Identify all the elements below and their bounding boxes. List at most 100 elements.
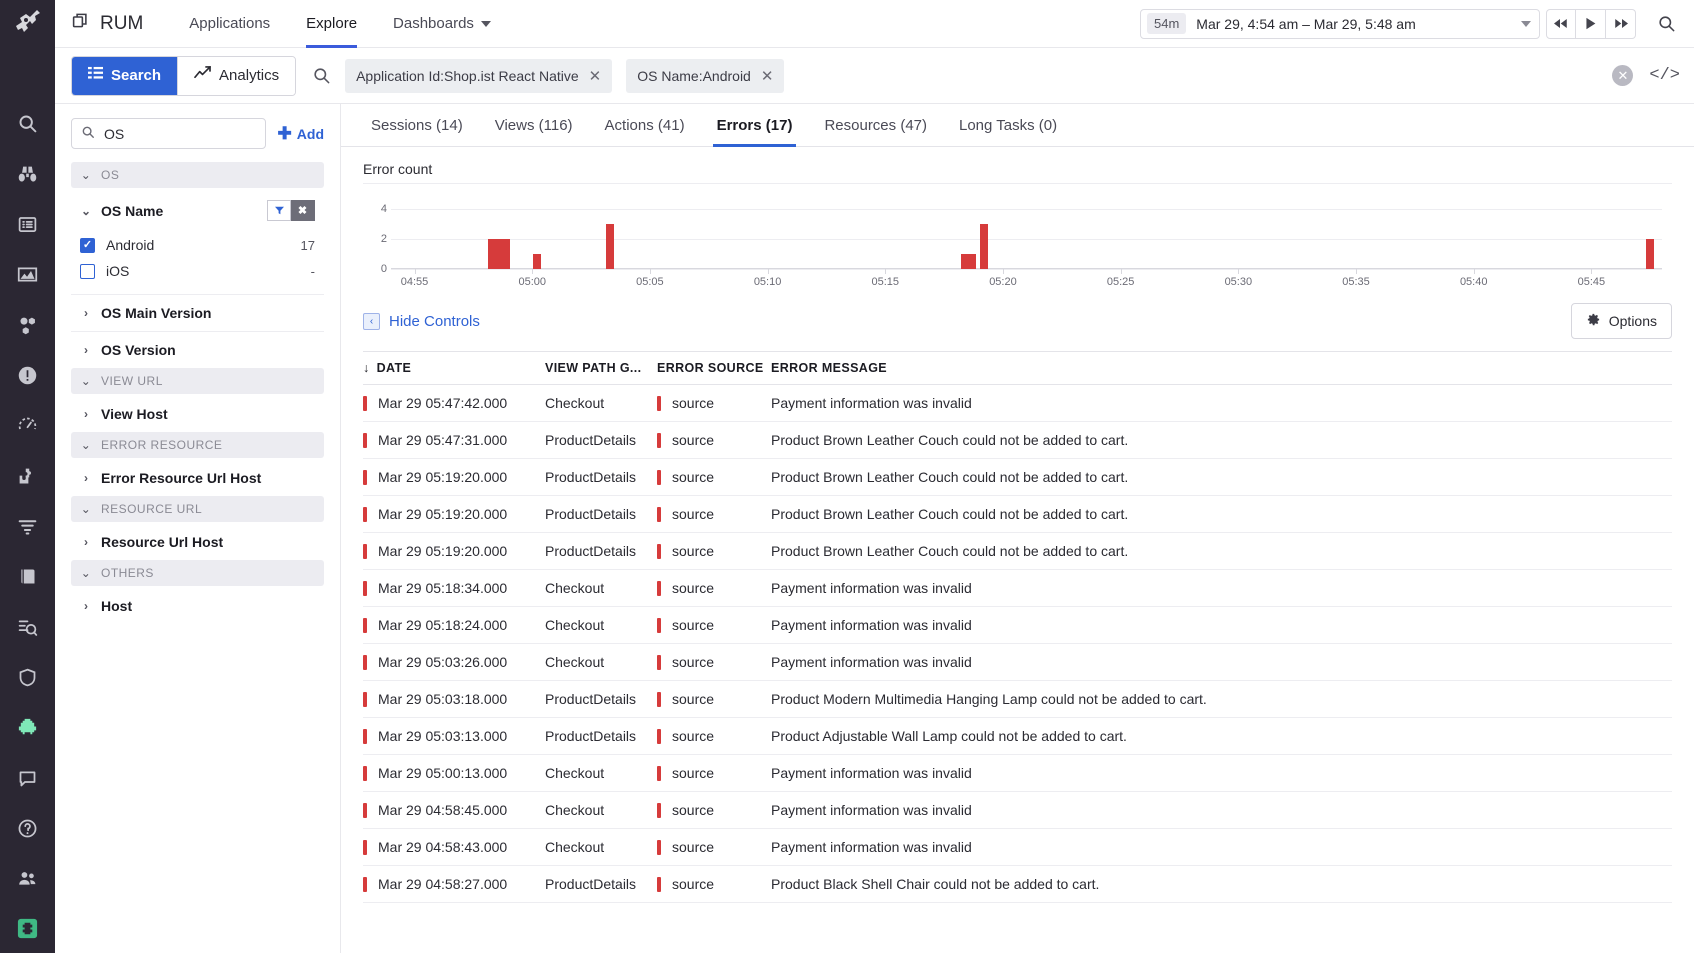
table-row[interactable]: Mar 29 05:03:18.000 ProductDetails source P… [363, 680, 1672, 718]
checkbox-checked-icon[interactable] [80, 237, 95, 253]
facet-item-error-resource-url-host[interactable]: › Error Resource Url Host [71, 460, 324, 496]
options-button[interactable]: Options [1570, 303, 1672, 339]
product-title[interactable]: RUM [71, 10, 143, 37]
close-icon[interactable]: ✕ [588, 67, 602, 85]
checkbox-unchecked-icon[interactable] [80, 263, 95, 279]
chart-bar[interactable] [1646, 239, 1655, 269]
table-row[interactable]: Mar 29 05:19:20.000 ProductDetails source P… [363, 458, 1672, 496]
facet-item-os-name[interactable]: ⌄ OS Name ✖ [71, 190, 324, 231]
facet-item-resource-url-host[interactable]: › Resource Url Host [71, 524, 324, 560]
column-header-error-message[interactable]: ERROR MESSAGE [771, 351, 1672, 385]
logs-list-icon[interactable] [9, 210, 47, 238]
cell-date: Mar 29 04:58:45.000 [363, 791, 545, 829]
nav-item-explore[interactable]: Explore [288, 0, 375, 48]
facet-item-os-version[interactable]: › OS Version [71, 332, 324, 368]
table-row[interactable]: Mar 29 05:47:42.000 Checkout source Payment… [363, 384, 1672, 422]
tab-long-tasks[interactable]: Long Tasks (0) [943, 104, 1073, 146]
facet-item-os-main-version[interactable]: › OS Main Version [71, 295, 324, 332]
table-row[interactable]: Mar 29 04:58:27.000 ProductDetails source P… [363, 865, 1672, 903]
facet-group-os[interactable]: ⌄ OS [71, 162, 324, 188]
add-facet-button[interactable]: ✚ Add [278, 125, 324, 142]
time-play-button[interactable] [1576, 8, 1606, 39]
query-chip-application-id[interactable]: Application Id:Shop.ist React Native ✕ [345, 58, 613, 93]
table-row[interactable]: Mar 29 05:18:34.000 Checkout source Payment… [363, 569, 1672, 607]
time-rewind-button[interactable] [1546, 8, 1576, 39]
code-view-icon[interactable]: </> [1649, 66, 1680, 85]
tab-analytics[interactable]: Analytics [177, 56, 296, 95]
tab-views[interactable]: Views (116) [479, 104, 589, 146]
chart-bar[interactable] [532, 254, 541, 269]
column-header-error-source[interactable]: ERROR SOURCE [657, 351, 771, 385]
table-row[interactable]: Mar 29 05:18:24.000 Checkout source Payment… [363, 606, 1672, 644]
user-avatar-icon[interactable] [9, 915, 47, 943]
table-row[interactable]: Mar 29 04:58:45.000 Checkout source Payment… [363, 791, 1672, 829]
nav-item-dashboards[interactable]: Dashboards [375, 0, 509, 47]
global-search-icon[interactable] [1650, 8, 1682, 40]
table-row[interactable]: Mar 29 05:19:20.000 ProductDetails source P… [363, 495, 1672, 533]
apm-hexagons-icon[interactable] [9, 311, 47, 339]
pipelines-funnel-icon[interactable] [9, 512, 47, 540]
help-question-icon[interactable] [9, 814, 47, 842]
table-row[interactable]: Mar 29 05:00:13.000 Checkout source Payment… [363, 754, 1672, 792]
query-search-icon[interactable] [312, 66, 331, 85]
facet-group-others[interactable]: ⌄ OTHERS [71, 560, 324, 586]
facet-search-box[interactable] [71, 118, 266, 149]
facet-actions: ✖ [267, 200, 315, 221]
rum-active-icon[interactable] [9, 714, 47, 742]
chart-bar[interactable] [961, 254, 970, 269]
team-people-icon[interactable] [9, 864, 47, 892]
facet-search-input[interactable] [104, 125, 256, 142]
cell-error-source: source [657, 458, 771, 496]
nav-item-applications[interactable]: Applications [171, 0, 288, 47]
integrations-puzzle-icon[interactable] [9, 462, 47, 490]
column-header-date[interactable]: ↓ DATE [363, 351, 545, 385]
tab-resources[interactable]: Resources (47) [808, 104, 943, 146]
chart-bar[interactable] [605, 224, 614, 269]
watchdog-binoculars-icon[interactable] [9, 160, 47, 188]
table-row[interactable]: Mar 29 05:47:31.000 ProductDetails source P… [363, 421, 1672, 459]
facet-exclude-icon[interactable]: ✖ [291, 200, 315, 221]
error-tracking-icon[interactable] [9, 361, 47, 389]
column-header-view-path[interactable]: VIEW PATH G... [545, 351, 657, 385]
table-row[interactable]: Mar 29 04:58:43.000 Checkout source Payment… [363, 828, 1672, 866]
time-range-picker[interactable]: 54m Mar 29, 4:54 am – Mar 29, 5:48 am [1140, 8, 1540, 39]
tab-errors[interactable]: Errors (17) [701, 104, 809, 147]
tab-actions[interactable]: Actions (41) [589, 104, 701, 146]
chart-bar[interactable] [980, 224, 989, 269]
table-row[interactable]: Mar 29 05:03:26.000 Checkout source Payment… [363, 643, 1672, 681]
facet-item-host[interactable]: › Host [71, 588, 324, 624]
chart-plot-area[interactable]: 0 2 4 04:55 05:00 05:05 05:10 05:15 05:20 05:25 05… [381, 194, 1662, 288]
tab-search[interactable]: Search [72, 56, 178, 95]
clear-query-icon[interactable]: ✕ [1612, 65, 1634, 86]
errors-table-wrapper[interactable]: ↓ DATE VIEW PATH G... ERROR SOURCE ERROR … [341, 351, 1694, 953]
chart-bar[interactable] [502, 239, 511, 269]
table-row[interactable]: Mar 29 05:03:13.000 ProductDetails source P… [363, 717, 1672, 755]
hide-controls-button[interactable]: ‹ Hide Controls [363, 312, 480, 330]
facet-filter-icon[interactable] [267, 200, 291, 221]
chat-support-icon[interactable] [9, 764, 47, 792]
metrics-chart-icon[interactable] [9, 261, 47, 289]
tab-sessions[interactable]: Sessions (14) [355, 104, 479, 146]
synthetics-gauge-icon[interactable] [9, 412, 47, 440]
security-shield-icon[interactable] [9, 663, 47, 691]
facet-value-ios[interactable]: iOS - [80, 258, 315, 284]
close-icon[interactable]: ✕ [760, 67, 774, 85]
query-chip-os-name[interactable]: OS Name:Android ✕ [626, 58, 785, 93]
chart-bar[interactable] [495, 239, 504, 269]
facet-group-error-resource[interactable]: ⌄ ERROR RESOURCE [71, 432, 324, 458]
chart-x-tick: 05:05 [636, 276, 664, 288]
notebooks-icon[interactable] [9, 563, 47, 591]
facet-item-view-host[interactable]: › View Host [71, 396, 324, 432]
error-count-chart[interactable]: 0 2 4 04:55 05:00 05:05 05:10 05:15 05:20 05:25 05… [363, 183, 1672, 291]
datadog-logo[interactable] [6, 6, 50, 39]
chart-gridline [391, 239, 1662, 240]
rum-explore-icon[interactable] [9, 613, 47, 641]
search-icon[interactable] [9, 110, 47, 138]
facet-group-view-url[interactable]: ⌄ VIEW URL [71, 368, 324, 394]
table-row[interactable]: Mar 29 05:19:20.000 ProductDetails source P… [363, 532, 1672, 570]
facet-group-resource-url[interactable]: ⌄ RESOURCE URL [71, 496, 324, 522]
chart-bar[interactable] [968, 254, 977, 269]
facet-value-android[interactable]: Android 17 [80, 232, 315, 258]
time-forward-button[interactable] [1606, 8, 1636, 39]
chart-bar[interactable] [488, 239, 497, 269]
